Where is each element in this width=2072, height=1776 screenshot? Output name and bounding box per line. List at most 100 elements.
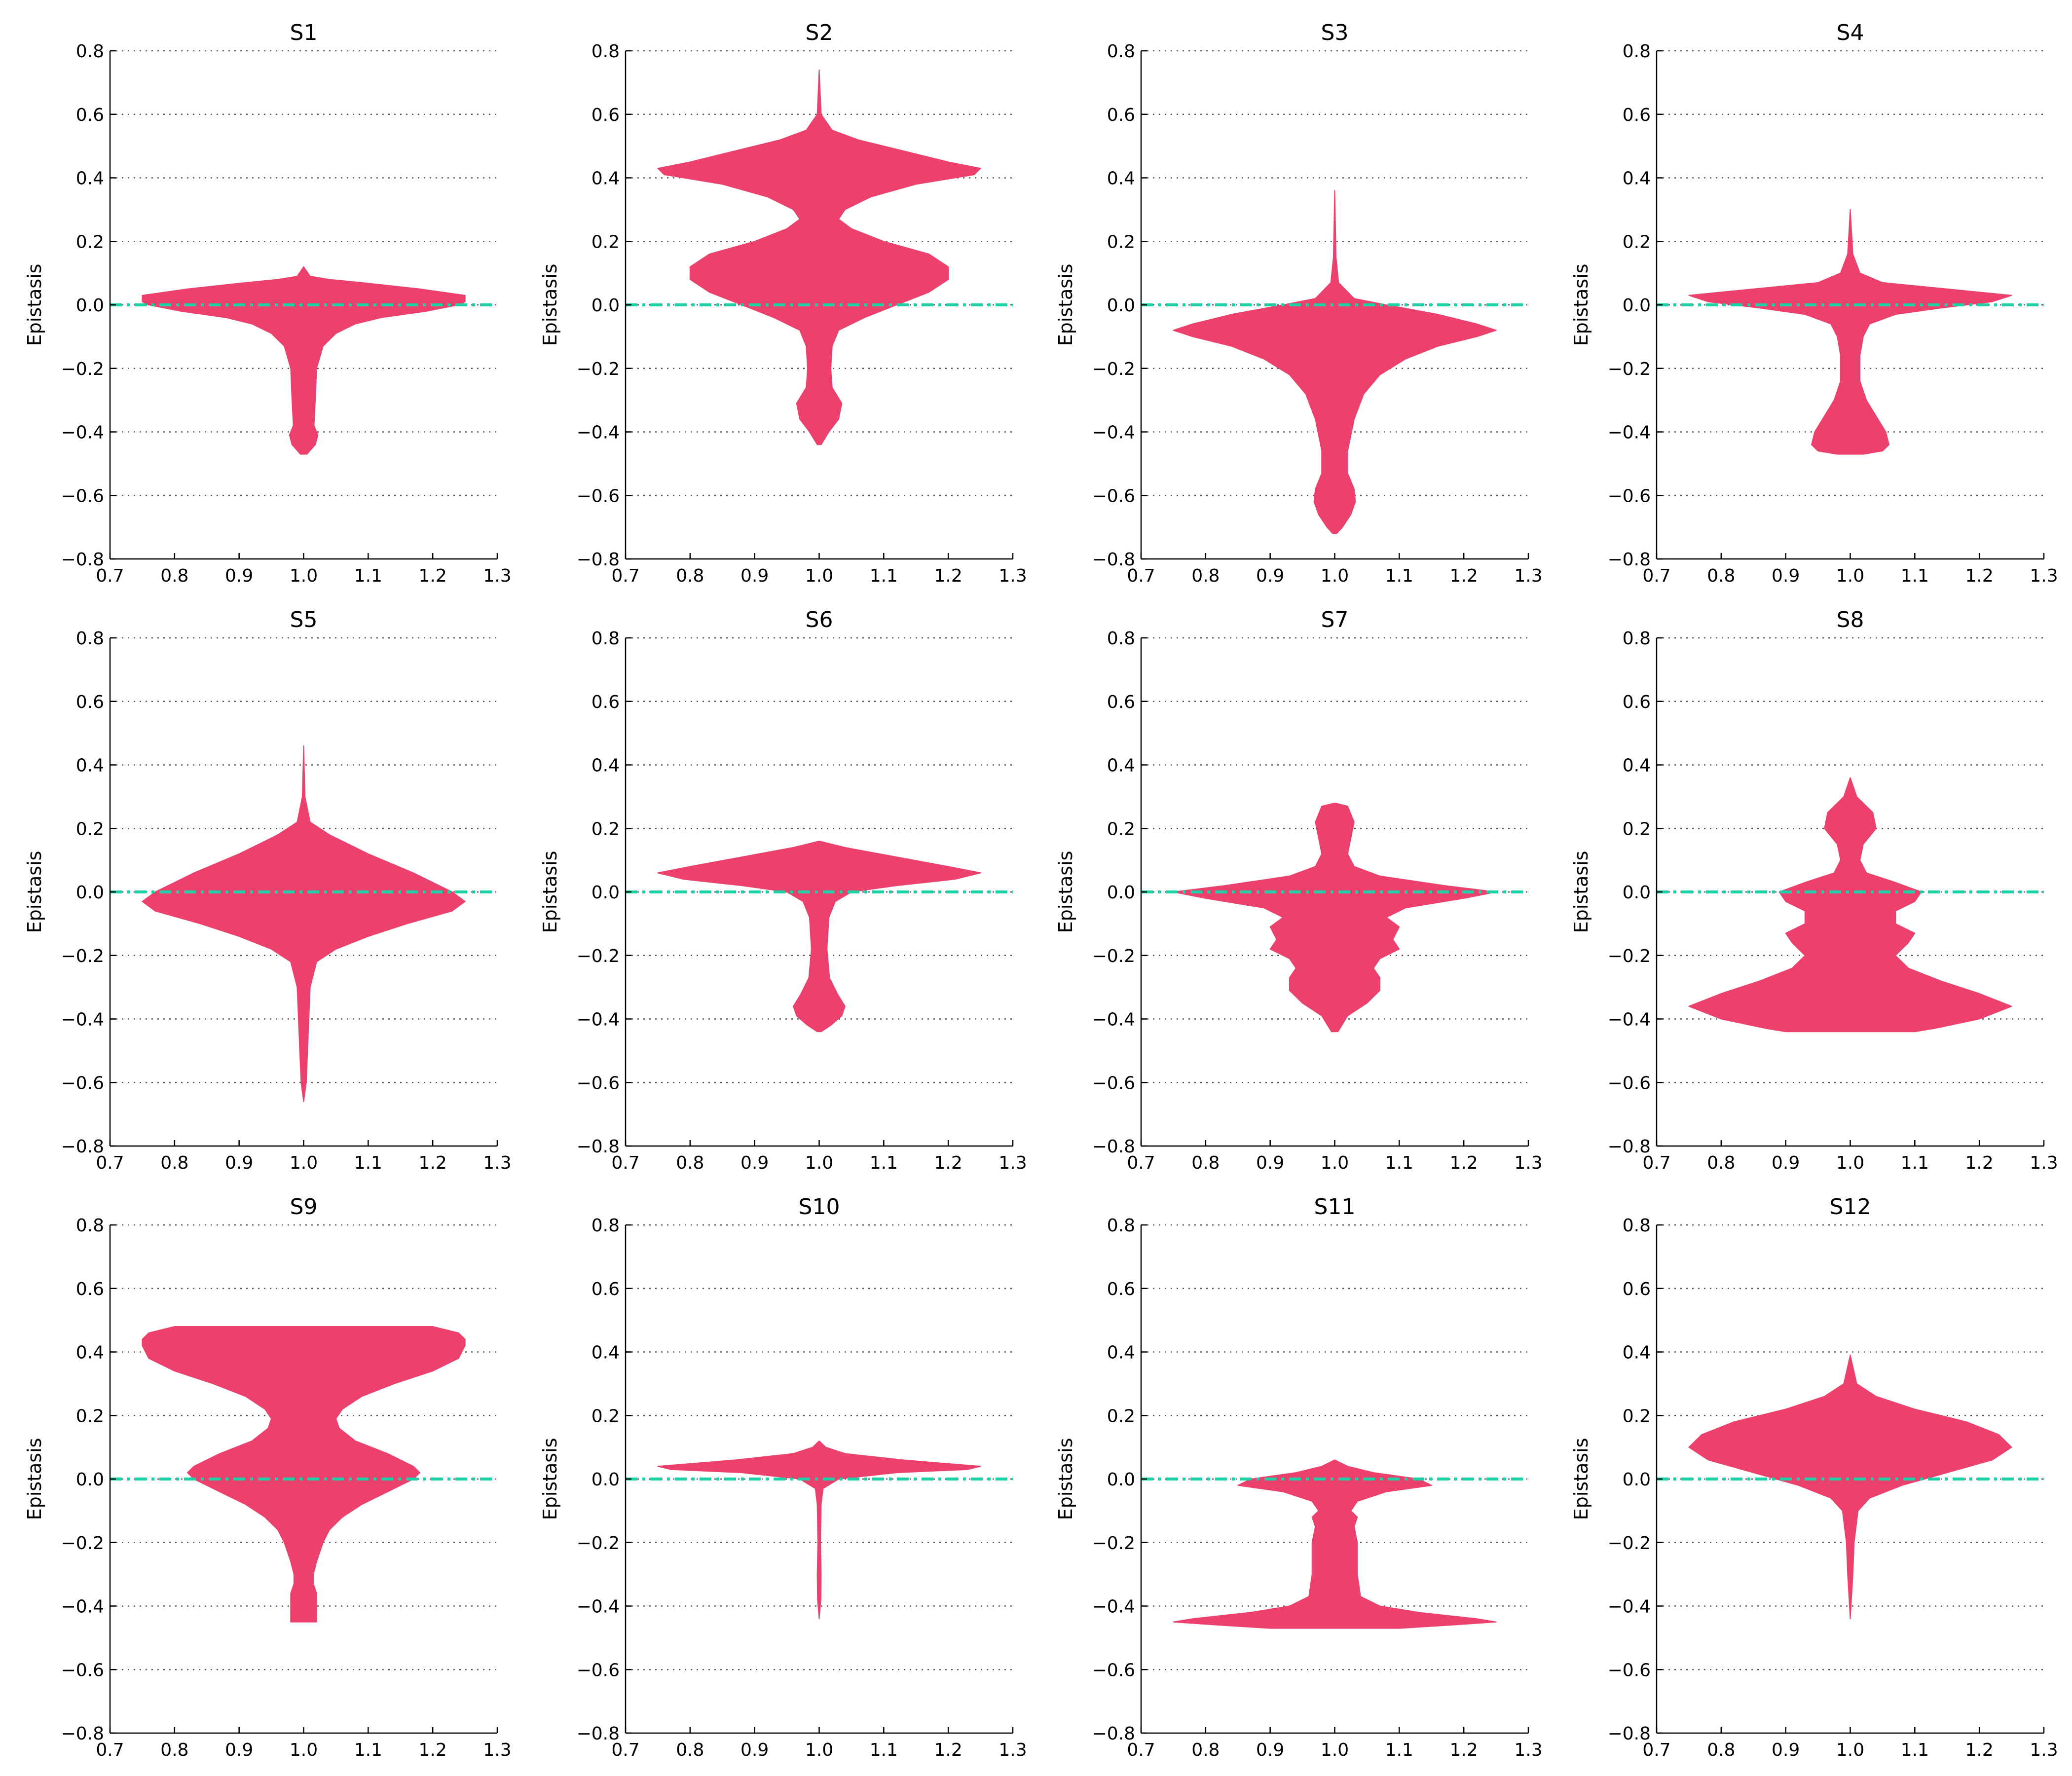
x-tick-label: 1.0 xyxy=(1836,1153,1864,1173)
y-tick-label: 0.4 xyxy=(592,169,620,189)
y-tick-label: −0.2 xyxy=(1608,359,1651,379)
x-tick-label: 1.2 xyxy=(419,566,447,586)
x-tick-label: 1.0 xyxy=(1836,566,1864,586)
x-tick-label: 0.9 xyxy=(1256,1153,1284,1173)
y-tick-label: 0.6 xyxy=(592,692,620,712)
y-tick-label: 0.2 xyxy=(1107,1406,1135,1426)
x-tick-label: 1.1 xyxy=(870,566,898,586)
y-axis-label: Epistasis xyxy=(1570,1438,1592,1520)
y-axis-label: Epistasis xyxy=(1055,851,1076,933)
y-tick-label: 0.6 xyxy=(76,692,104,712)
y-tick-label: −0.8 xyxy=(61,550,104,570)
y-tick-label: 0.8 xyxy=(76,629,104,649)
violin-body xyxy=(657,1440,981,1620)
y-tick-label: 0.8 xyxy=(1107,41,1135,62)
y-tick-label: 0.4 xyxy=(592,756,620,776)
y-tick-label: 0.0 xyxy=(1107,296,1135,316)
y-tick-label: −0.6 xyxy=(1092,1073,1135,1093)
y-tick-label: −0.8 xyxy=(1092,1724,1135,1744)
x-tick-label: 1.0 xyxy=(805,1740,833,1760)
y-tick-label: 0.6 xyxy=(1623,105,1651,125)
x-tick-label: 1.2 xyxy=(1450,566,1478,586)
y-tick-label: −0.6 xyxy=(577,486,620,506)
y-axis-label: Epistasis xyxy=(1570,264,1592,346)
y-tick-label: 0.4 xyxy=(1623,756,1651,776)
subplot-s8: −0.8 −0.6 −0.4 −0.2 0.0 0.2 0.4 0.6 0.8 0.7 0.8 0.9… xyxy=(1570,607,2058,1173)
subplot-title: S5 xyxy=(290,607,318,632)
x-tick-label: 0.8 xyxy=(676,566,704,586)
subplot-s1: −0.8 −0.6 −0.4 −0.2 0.0 0.2 0.4 0.6 0.8 0.7 0.8 0.9… xyxy=(24,20,512,586)
subplot-title: S7 xyxy=(1321,607,1349,632)
x-tick-label: 1.0 xyxy=(1321,566,1349,586)
violin-body xyxy=(657,69,981,445)
x-tick-label: 0.9 xyxy=(1772,566,1800,586)
y-tick-label: 0.2 xyxy=(592,1406,620,1426)
x-tick-label: 0.8 xyxy=(1707,1740,1735,1760)
x-tick-label: 1.3 xyxy=(483,1740,511,1760)
x-tick-label: 0.8 xyxy=(676,1740,704,1760)
subplot-title: S6 xyxy=(806,607,833,632)
y-tick-label: −0.2 xyxy=(1092,1533,1135,1554)
x-tick-label: 1.2 xyxy=(419,1740,447,1760)
y-tick-label: −0.4 xyxy=(1608,1597,1651,1617)
x-tick-label: 1.0 xyxy=(1321,1153,1349,1173)
x-tick-label: 0.7 xyxy=(1127,1740,1155,1760)
x-tick-label: 1.0 xyxy=(1836,1740,1864,1760)
y-tick-label: 0.6 xyxy=(1107,1279,1135,1299)
y-tick-label: 0.8 xyxy=(592,41,620,62)
x-tick-label: 0.8 xyxy=(676,1153,704,1173)
y-tick-label: −0.6 xyxy=(1608,1660,1651,1680)
y-tick-label: −0.2 xyxy=(61,1533,104,1554)
y-tick-label: −0.4 xyxy=(1092,1597,1135,1617)
y-tick-label: 0.0 xyxy=(76,883,104,903)
x-tick-label: 0.8 xyxy=(1707,1153,1735,1173)
x-tick-label: 1.0 xyxy=(290,1153,318,1173)
x-tick-label: 1.3 xyxy=(2030,1153,2058,1173)
x-tick-label: 0.9 xyxy=(225,566,253,586)
violin-body xyxy=(1688,1354,2012,1620)
y-tick-label: −0.8 xyxy=(577,1724,620,1744)
subplot-s6: −0.8 −0.6 −0.4 −0.2 0.0 0.2 0.4 0.6 0.8 0.7 0.8 0.9… xyxy=(539,607,1027,1173)
y-axis-label: Epistasis xyxy=(1570,851,1592,933)
y-tick-label: 0.2 xyxy=(1623,1406,1651,1426)
y-tick-label: −0.4 xyxy=(61,423,104,443)
y-tick-label: −0.4 xyxy=(1608,423,1651,443)
x-tick-label: 1.2 xyxy=(934,1740,962,1760)
y-tick-label: −0.2 xyxy=(1608,1533,1651,1554)
x-tick-label: 0.7 xyxy=(611,1740,639,1760)
y-tick-label: 0.8 xyxy=(76,41,104,62)
y-tick-label: −0.2 xyxy=(577,1533,620,1554)
y-tick-label: 0.0 xyxy=(76,1470,104,1490)
x-tick-label: 0.8 xyxy=(160,1153,188,1173)
y-tick-label: 0.0 xyxy=(592,1470,620,1490)
x-tick-label: 1.1 xyxy=(1901,1153,1929,1173)
violin-body xyxy=(1173,1459,1497,1629)
y-tick-label: 0.8 xyxy=(1623,1216,1651,1236)
y-tick-label: −0.4 xyxy=(577,1597,620,1617)
x-tick-label: 1.0 xyxy=(805,1153,833,1173)
x-tick-label: 1.1 xyxy=(1385,1740,1413,1760)
x-tick-label: 1.2 xyxy=(934,566,962,586)
x-tick-label: 0.9 xyxy=(1256,1740,1284,1760)
y-tick-label: 0.0 xyxy=(76,296,104,316)
y-tick-label: 0.0 xyxy=(1623,296,1651,316)
x-tick-label: 1.1 xyxy=(870,1153,898,1173)
x-tick-label: 1.3 xyxy=(483,1153,511,1173)
y-tick-label: 0.8 xyxy=(76,1216,104,1236)
y-tick-label: −0.6 xyxy=(577,1073,620,1093)
subplot-title: S10 xyxy=(799,1194,840,1220)
y-tick-label: −0.2 xyxy=(577,359,620,379)
x-tick-label: 1.1 xyxy=(354,566,382,586)
x-tick-label: 1.0 xyxy=(1321,1740,1349,1760)
y-tick-label: 0.4 xyxy=(1623,169,1651,189)
y-tick-label: 0.6 xyxy=(1107,692,1135,712)
x-tick-label: 1.1 xyxy=(1901,566,1929,586)
x-tick-label: 1.2 xyxy=(1450,1740,1478,1760)
y-tick-label: −0.8 xyxy=(1608,1724,1651,1744)
y-tick-label: 0.2 xyxy=(592,819,620,839)
x-tick-label: 0.8 xyxy=(160,1740,188,1760)
y-tick-label: −0.8 xyxy=(577,1137,620,1157)
y-tick-label: −0.8 xyxy=(61,1724,104,1744)
y-tick-label: 0.4 xyxy=(76,169,104,189)
x-tick-label: 0.8 xyxy=(1707,566,1735,586)
